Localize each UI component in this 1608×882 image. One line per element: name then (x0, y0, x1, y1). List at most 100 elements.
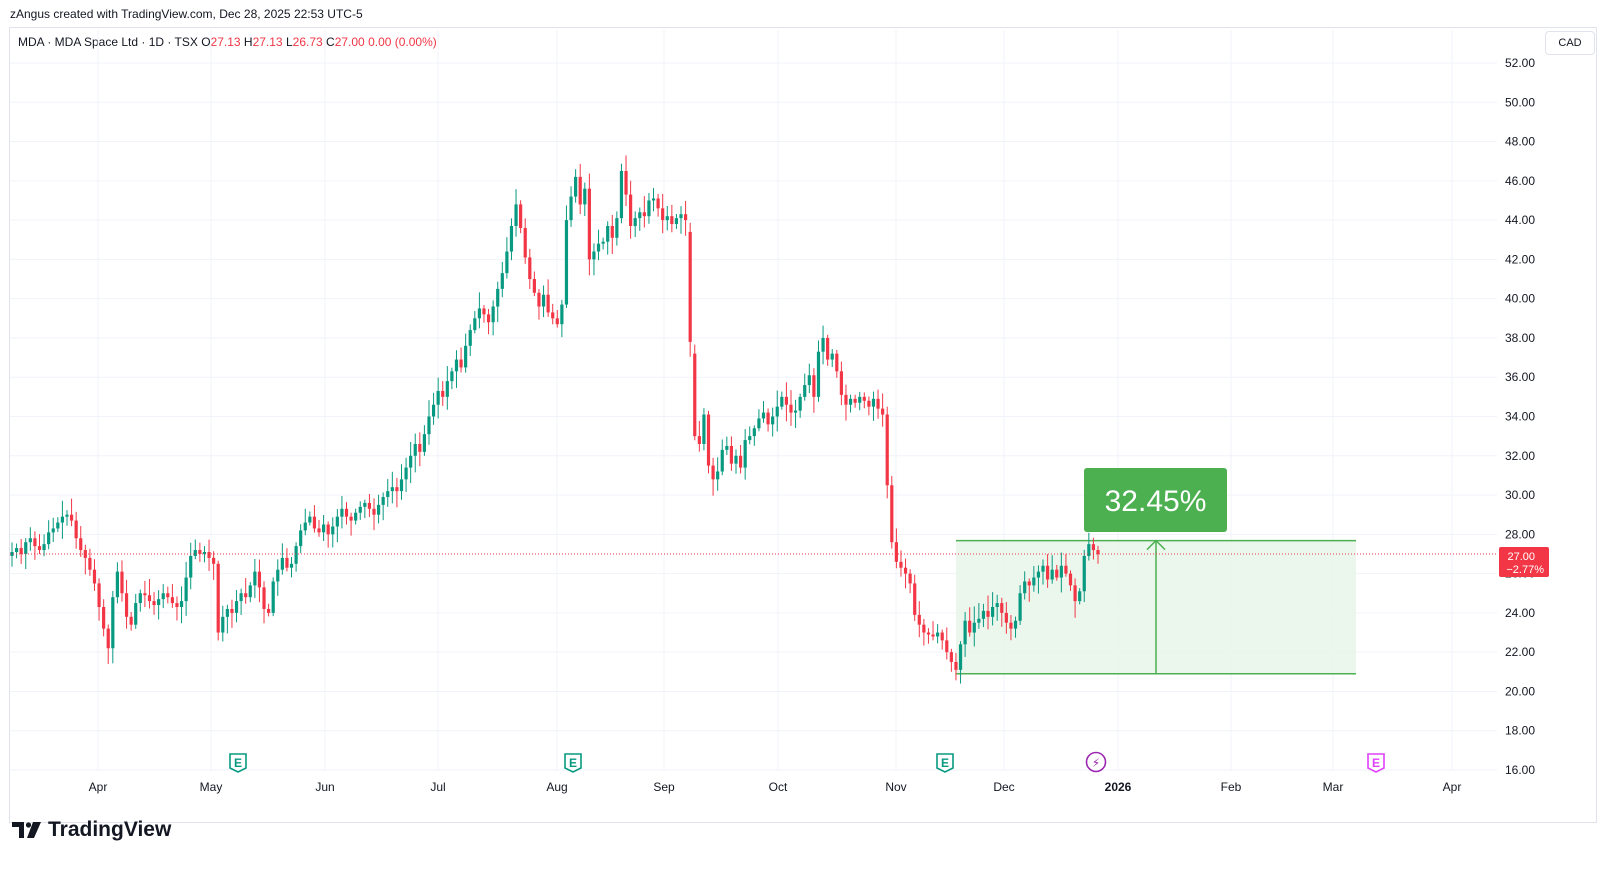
chart-credit: zAngus created with TradingView.com, Dec… (10, 7, 363, 21)
candle (367, 493, 372, 517)
candle (248, 582, 252, 603)
candle (1000, 597, 1004, 627)
candle (890, 475, 894, 549)
x-tick-label: Apr (1443, 780, 1462, 794)
candle (885, 406, 889, 499)
candle (830, 349, 834, 367)
last-price-badge: 27.00−2.77% (1499, 547, 1549, 577)
candle (606, 221, 610, 255)
candle (826, 334, 830, 366)
candle (679, 206, 683, 234)
candle (409, 442, 413, 484)
candle (386, 479, 390, 507)
candle (436, 377, 440, 419)
candle (42, 534, 46, 557)
candle (10, 542, 14, 567)
x-tick-label: May (200, 780, 223, 794)
candle (390, 471, 394, 504)
candle (738, 445, 743, 474)
candle (949, 648, 953, 672)
future-earnings-icon[interactable]: E (1367, 753, 1385, 773)
candle (189, 542, 193, 590)
candle (958, 641, 963, 684)
candle (152, 592, 156, 615)
candle (775, 390, 779, 432)
candle (413, 433, 417, 473)
earnings-icon[interactable]: E (564, 753, 582, 773)
candle (702, 408, 706, 451)
candles (10, 155, 1100, 684)
y-tick-label: 24.00 (1505, 606, 1535, 620)
candle (991, 592, 995, 626)
candle (157, 590, 161, 620)
candle (968, 607, 972, 637)
candle (454, 350, 459, 388)
dividend-bolt-icon[interactable]: ⚡ (1085, 751, 1107, 773)
svg-text:E: E (234, 756, 242, 770)
candle (835, 349, 839, 378)
candle (771, 407, 775, 437)
open-value: 27.13 (210, 35, 241, 49)
candle (858, 391, 862, 411)
candle (47, 520, 51, 550)
candle (803, 373, 807, 401)
low-label: L (285, 35, 293, 49)
candle (267, 603, 271, 617)
candle (972, 606, 976, 647)
candle (491, 300, 495, 336)
candle (784, 382, 789, 422)
candle (661, 194, 665, 234)
candle (97, 578, 101, 621)
candle (674, 214, 679, 229)
candle (917, 601, 921, 638)
candle (812, 368, 816, 413)
candle (312, 505, 317, 533)
candle (560, 299, 564, 338)
candle (1059, 552, 1063, 593)
candle (376, 494, 381, 524)
candle (271, 577, 275, 617)
x-tick-label: Feb (1221, 780, 1242, 794)
candle (83, 544, 87, 575)
earnings-icon[interactable]: E (229, 753, 247, 773)
candle (899, 550, 903, 577)
candle (129, 612, 133, 631)
candle (216, 560, 220, 641)
candle (317, 519, 321, 537)
candle (198, 542, 202, 562)
candle (111, 590, 115, 664)
candle (56, 517, 60, 533)
currency-button[interactable]: CAD (1545, 31, 1595, 55)
candle (871, 391, 876, 421)
candle (65, 510, 69, 526)
candle (358, 501, 362, 520)
candle (986, 595, 990, 630)
candle (464, 333, 468, 373)
measure-label-box (1084, 468, 1227, 532)
x-tick-label: 2026 (1105, 780, 1132, 794)
candle (234, 590, 239, 623)
earnings-icon[interactable]: E (936, 753, 954, 773)
candle (477, 292, 481, 329)
candle (816, 340, 821, 402)
y-tick-label: 22.00 (1505, 645, 1535, 659)
candle (1013, 616, 1018, 638)
candle (537, 288, 541, 320)
candle (1036, 565, 1041, 594)
svg-text:E: E (941, 756, 949, 770)
candle (619, 163, 624, 224)
candle (427, 400, 431, 445)
candle (303, 508, 307, 536)
candle (431, 392, 436, 425)
candle (981, 603, 986, 628)
x-tick-label: Mar (1323, 780, 1344, 794)
candle (106, 624, 110, 664)
symbol-legend[interactable]: MDA · MDA Space Ltd · 1D · TSX O27.13 H2… (18, 35, 437, 49)
measure-tool[interactable]: 32.45% (956, 468, 1356, 675)
candle (509, 218, 514, 261)
candle (541, 285, 546, 318)
candle (867, 396, 871, 416)
candle (331, 517, 335, 548)
y-tick-label: 32.00 (1505, 449, 1535, 463)
